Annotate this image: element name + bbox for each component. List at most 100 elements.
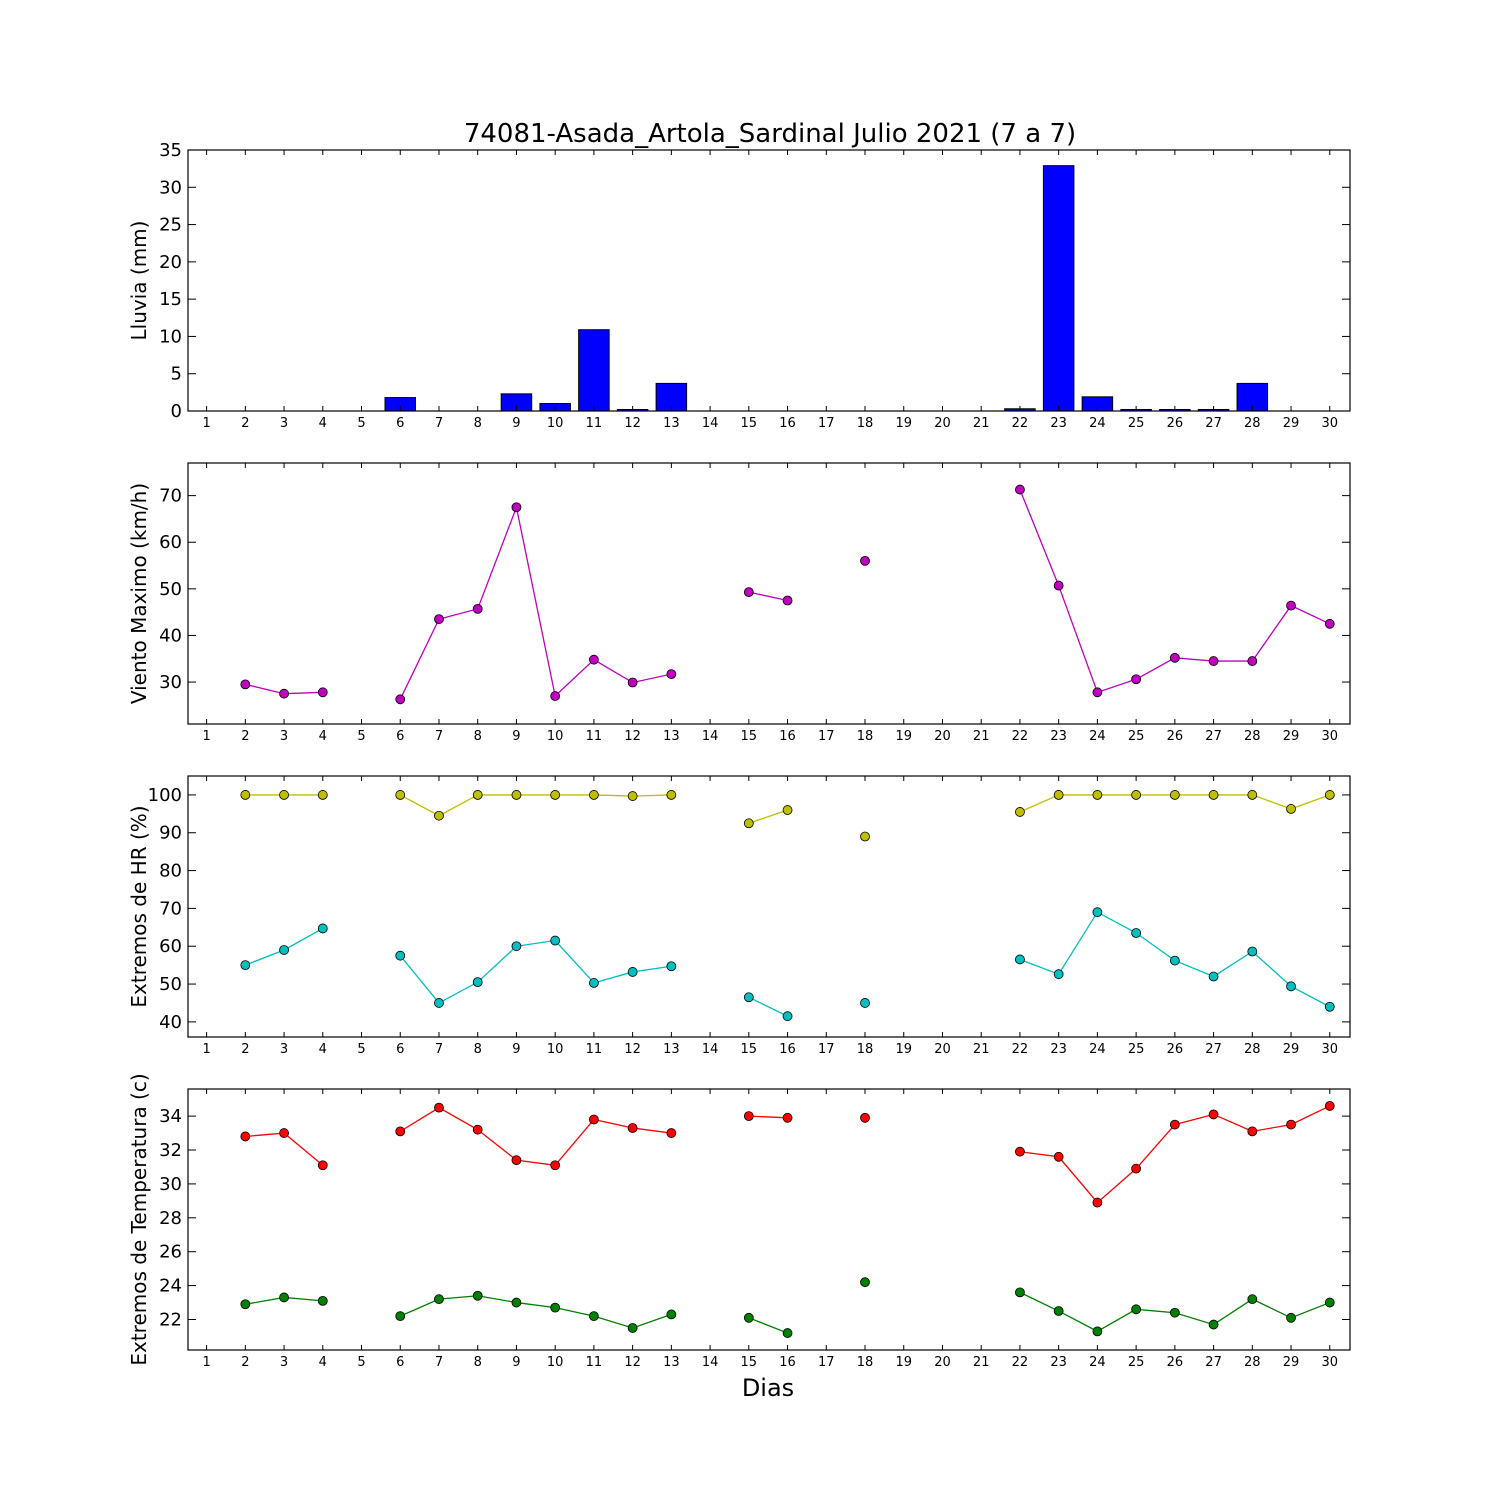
data-point: [472, 977, 483, 988]
x-tick-label: 15: [741, 729, 758, 744]
data-point: [1169, 1119, 1180, 1130]
data-point: [550, 1302, 561, 1313]
y-axis-label: Viento Maximo (km/h): [127, 483, 151, 704]
series-line: [748, 1317, 788, 1334]
x-tick-label: 6: [396, 1355, 404, 1370]
data-point: [589, 978, 599, 988]
data-point: [666, 961, 677, 972]
x-tick-label: 2: [241, 729, 249, 744]
data-point: [550, 1160, 561, 1171]
x-tick-label: 8: [474, 416, 482, 431]
data-point: [279, 790, 289, 800]
data-point: [1169, 955, 1180, 966]
x-tick-label: 17: [818, 729, 835, 744]
data-point: [1131, 674, 1142, 685]
x-tick-label: 21: [973, 1355, 990, 1370]
x-tick-label: 16: [779, 729, 796, 744]
y-tick-label: 35: [159, 140, 182, 161]
x-tick-label: 1: [202, 416, 210, 431]
data-point: [550, 790, 561, 800]
x-tick-label: 26: [1167, 1042, 1184, 1057]
y-tick-label: 25: [159, 215, 182, 236]
y-tick-label: 40: [159, 625, 182, 646]
plot-frame: [187, 149, 1351, 412]
series-line: [748, 809, 788, 824]
y-tick-label: 90: [159, 823, 182, 844]
x-tick-label: 26: [1167, 416, 1184, 431]
plot-frame: [187, 775, 1351, 1038]
x-tick-label: 15: [741, 416, 758, 431]
y-tick-label: 26: [159, 1242, 182, 1263]
x-tick-label: 21: [973, 1042, 990, 1057]
x-tick-label: 18: [857, 416, 874, 431]
data-point: [782, 1328, 793, 1338]
data-point: [317, 687, 328, 698]
data-point: [1208, 656, 1219, 666]
y-tick-label: 32: [159, 1140, 182, 1161]
x-tick-label: 26: [1167, 729, 1184, 744]
x-tick-label: 4: [319, 416, 327, 431]
data-point: [1015, 954, 1025, 965]
data-point: [279, 688, 289, 699]
x-axis-label: Dias: [742, 1374, 794, 1402]
chart-title: 74081-Asada_Artola_Sardinal Julio 2021 (…: [464, 119, 1076, 149]
x-tick-label: 1: [202, 1355, 210, 1370]
data-point: [860, 555, 870, 566]
data-point: [279, 1292, 289, 1303]
data-point: [395, 1126, 406, 1137]
data-point: [511, 1155, 522, 1166]
data-point: [860, 1277, 870, 1288]
data-point: [666, 669, 677, 680]
x-tick-label: 11: [586, 1355, 603, 1370]
x-tick-label: 30: [1321, 416, 1338, 431]
x-tick-label: 22: [1012, 416, 1029, 431]
data-point: [472, 1124, 483, 1135]
x-tick-label: 16: [779, 1355, 796, 1370]
x-tick-label: 4: [319, 729, 327, 744]
x-tick-label: 29: [1283, 1042, 1300, 1057]
x-tick-label: 7: [435, 1042, 443, 1057]
x-tick-label: 24: [1089, 416, 1106, 431]
x-tick-label: 28: [1244, 1355, 1261, 1370]
x-tick-label: 7: [435, 416, 443, 431]
data-point: [1015, 484, 1025, 495]
x-tick-label: 11: [586, 1042, 603, 1057]
x-tick-label: 7: [435, 1355, 443, 1370]
data-point: [743, 587, 754, 598]
data-point: [1247, 1294, 1258, 1305]
x-tick-label: 3: [280, 1042, 288, 1057]
x-tick-label: 23: [1050, 1355, 1067, 1370]
data-point: [1286, 600, 1296, 611]
y-tick-label: 34: [159, 1106, 182, 1127]
x-tick-label: 12: [624, 1355, 641, 1370]
series-line: [399, 1295, 672, 1329]
x-tick-label: 18: [857, 1042, 874, 1057]
series-line: [748, 996, 788, 1017]
y-tick-label: 5: [171, 364, 182, 385]
x-tick-label: 5: [357, 729, 365, 744]
data-point: [317, 1295, 328, 1306]
rain-bar: [1042, 165, 1075, 412]
x-tick-label: 3: [280, 729, 288, 744]
series-line: [399, 1106, 672, 1166]
data-point: [240, 679, 251, 690]
data-point: [317, 790, 328, 800]
x-tick-label: 27: [1205, 1042, 1222, 1057]
data-point: [1015, 1146, 1025, 1157]
data-point: [743, 818, 754, 829]
data-point: [1131, 1304, 1142, 1315]
data-point: [1247, 790, 1258, 800]
x-tick-label: 10: [547, 416, 564, 431]
x-tick-label: 16: [779, 416, 796, 431]
data-point: [1092, 1326, 1103, 1337]
y-axis-label: Extremos de HR (%): [127, 805, 151, 1007]
x-tick-label: 20: [934, 1355, 951, 1370]
data-point: [782, 595, 793, 606]
x-tick-label: 20: [934, 1042, 951, 1057]
x-tick-label: 26: [1167, 1355, 1184, 1370]
data-point: [1131, 1163, 1142, 1174]
